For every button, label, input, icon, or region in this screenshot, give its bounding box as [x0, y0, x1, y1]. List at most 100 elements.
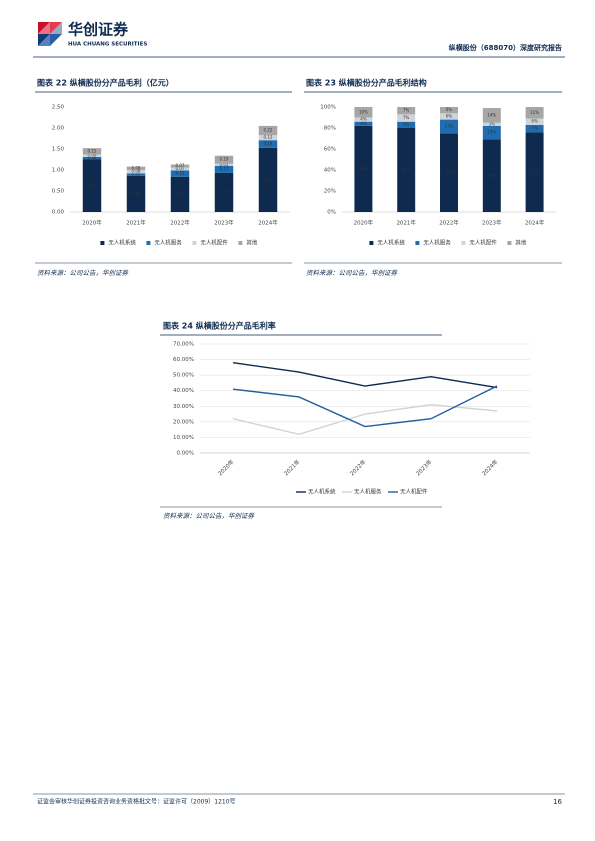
value-label: 0.15 [88, 148, 97, 153]
bar-segment [354, 117, 373, 122]
bar-segment [258, 125, 278, 136]
bar-segment [440, 113, 458, 120]
value-label: 13% [445, 123, 454, 128]
line [232, 361, 498, 389]
legend-label: 无人机配件 [200, 239, 228, 247]
value-label: 6% [446, 113, 453, 118]
value-label: 3% [489, 121, 496, 126]
bar-segment [170, 164, 190, 168]
y-tick-label: 0.00% [177, 451, 194, 457]
bar-segment [397, 128, 416, 212]
value-label: 69% [487, 173, 496, 178]
value-label: 1.25 [88, 183, 97, 188]
legend-label: 无人机系统 [108, 239, 136, 247]
value-label: 0.08 [132, 169, 141, 174]
bar-segment [82, 159, 102, 212]
x-tick-label: 2023年 [482, 219, 502, 227]
y-tick-label: 60.00% [173, 357, 194, 363]
value-label: 0.12 [264, 135, 273, 140]
x-tick-label: 2021年 [282, 457, 302, 477]
x-tick-label: 2021年 [396, 219, 416, 227]
y-tick-label: 30.00% [173, 404, 194, 410]
bar-segment [258, 147, 278, 212]
bar-segment [482, 122, 501, 126]
x-tick-label: 2023年 [214, 219, 234, 227]
x-tick-label: 2024年 [480, 457, 500, 477]
legend-label: 无人机配件 [469, 239, 497, 247]
value-label: 75% [445, 170, 454, 175]
value-label: 0.19 [220, 157, 229, 162]
bar-segment [525, 132, 544, 212]
logo-en: HUA CHUANG SECURITIES [68, 42, 147, 48]
x-tick-label: 2022年 [439, 219, 459, 227]
y-tick-label: 0.00 [52, 210, 65, 216]
source: 资料来源：公司公告，华创证券 [163, 512, 255, 520]
legend-marker [192, 241, 197, 245]
page-number: 16 [553, 798, 562, 806]
value-label: 0.07 [176, 163, 185, 168]
y-tick-label: 2.50 [52, 105, 65, 111]
value-label: 14% [487, 112, 496, 117]
value-label: 0.84 [176, 191, 185, 196]
y-tick-label: 40% [324, 168, 336, 174]
legend-label: 无人机服务 [354, 488, 382, 496]
legend-marker [146, 241, 151, 245]
bar-segment [126, 173, 146, 176]
bar-segment [82, 148, 102, 155]
legend-label: 无人机服务 [423, 239, 451, 247]
value-label: 0.22 [264, 128, 273, 133]
value-label: 6% [403, 122, 410, 127]
bar-segment [525, 118, 544, 125]
y-tick-label: 0% [327, 210, 336, 216]
y-tick-label: 40.00% [173, 388, 194, 394]
legend-marker [461, 241, 466, 245]
figure-title: 图表 22 纵横股份分产品毛利（亿元） [37, 78, 174, 88]
figure-title: 图表 23 纵横股份分产品毛利结构 [306, 78, 427, 88]
line [232, 404, 498, 436]
x-tick-label: 2020年 [82, 219, 102, 227]
legend-label: 其他 [246, 239, 258, 247]
y-tick-label: 70.00% [173, 342, 194, 348]
bar-segment [354, 121, 373, 126]
value-label: 0.17 [220, 166, 229, 171]
logo-cn: 华创证券 [68, 21, 129, 39]
y-tick-label: 100% [320, 105, 336, 111]
y-tick-label: 80% [324, 126, 336, 132]
y-tick-label: 0.50 [52, 189, 65, 195]
y-tick-label: 20% [324, 189, 336, 195]
legend-label: 无人机服务 [154, 239, 182, 247]
value-label: 0.15 [176, 171, 185, 176]
bar-segment [440, 133, 458, 212]
bar-segment [126, 175, 146, 212]
value-label: 80% [402, 167, 411, 172]
bar-segment [525, 124, 544, 133]
x-tick-label: 2022年 [170, 219, 190, 227]
line [232, 385, 498, 428]
legend-marker [507, 241, 512, 245]
value-label: 82% [359, 166, 368, 171]
value-label: 0.05 [220, 162, 229, 167]
value-label: 0.86 [132, 191, 141, 196]
value-label: 6% [446, 107, 453, 112]
report-title: 纵横股份（688070）深度研究报告 [449, 43, 562, 52]
bar-segment [214, 172, 234, 212]
bar-segment [214, 165, 234, 173]
value-label: 0.93 [220, 189, 229, 194]
y-tick-label: 2.00 [52, 126, 65, 132]
bar-segment [440, 119, 458, 134]
bar-segment [258, 135, 278, 141]
bar-segment [258, 140, 278, 148]
bar-segment [126, 166, 146, 170]
x-tick-label: 2024年 [525, 219, 545, 227]
bar-segment [126, 170, 146, 174]
bar-segment [82, 154, 102, 157]
legend-marker [238, 241, 243, 245]
y-tick-label: 20.00% [173, 419, 194, 425]
y-tick-label: 50.00% [173, 373, 194, 379]
value-label: 7% [531, 126, 538, 131]
y-tick-label: 1.50 [52, 147, 65, 153]
value-label: 0.08 [132, 165, 141, 170]
value-label: 7% [403, 115, 410, 120]
bar-segment [354, 125, 373, 212]
